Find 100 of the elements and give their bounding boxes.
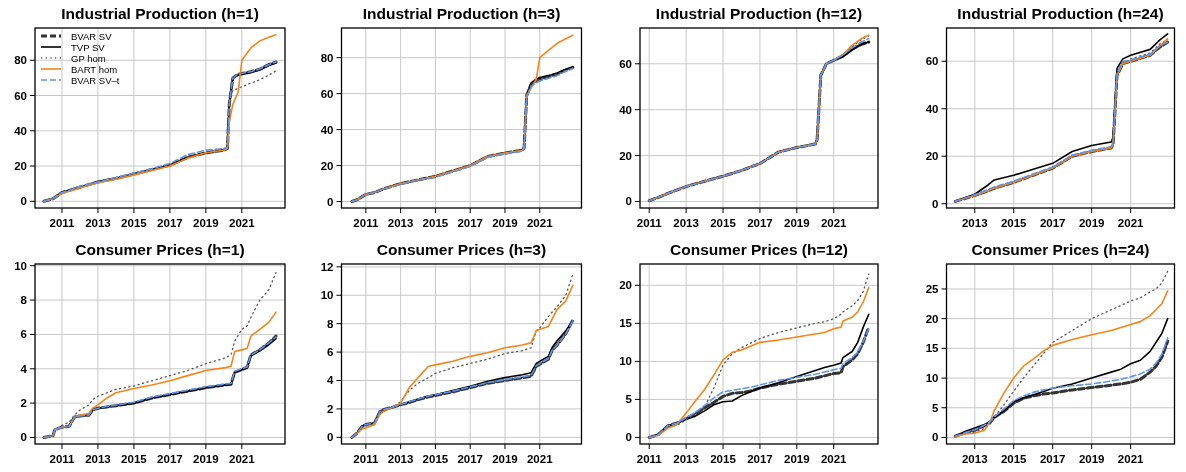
x-tick-label: 2021 <box>526 453 554 465</box>
x-tick-label: 2019 <box>492 217 518 229</box>
x-tick-label: 2013 <box>85 453 111 465</box>
y-tick-label: 0 <box>625 195 632 208</box>
y-tick-label: 40 <box>925 102 939 115</box>
y-tick-label: 4 <box>20 362 28 375</box>
y-tick-label: 20 <box>925 150 939 163</box>
legend-label: BART hom <box>71 63 118 75</box>
y-tick-label: 40 <box>14 124 27 137</box>
y-tick-label: 80 <box>14 54 27 67</box>
x-tick-label: 2019 <box>1078 453 1105 465</box>
y-tick-label: 15 <box>619 317 633 330</box>
legend-label: GP hom <box>71 52 106 64</box>
x-tick-label: 2013 <box>961 453 988 465</box>
x-tick-label: 2011 <box>636 217 663 229</box>
x-tick-label: 2015 <box>710 453 737 465</box>
x-tick-label: 2015 <box>1000 217 1028 229</box>
x-tick-label: 2013 <box>673 453 699 465</box>
x-tick-label: 2021 <box>1117 217 1145 229</box>
x-tick-label: 2013 <box>85 217 111 229</box>
x-tick-label: 2017 <box>1039 453 1066 465</box>
x-tick-label: 2019 <box>193 453 219 465</box>
y-tick-label: 0 <box>20 195 27 208</box>
x-tick-label: 2015 <box>422 453 449 465</box>
chart-title: Industrial Production (h=12) <box>655 5 863 22</box>
y-tick-label: 15 <box>925 342 940 355</box>
y-tick-label: 10 <box>320 289 334 302</box>
y-tick-label: 25 <box>925 282 940 295</box>
x-tick-label: 2019 <box>1078 217 1105 229</box>
y-tick-label: 0 <box>932 197 939 210</box>
chart-title: Consumer Prices (h=3) <box>376 241 547 258</box>
x-tick-label: 2011 <box>636 453 663 465</box>
x-tick-label: 2013 <box>387 217 414 229</box>
x-tick-label: 2011 <box>49 217 76 229</box>
x-tick-label: 2019 <box>492 453 518 465</box>
y-tick-label: 20 <box>619 149 632 162</box>
x-tick-label: 2015 <box>710 217 737 229</box>
x-tick-label: 2011 <box>353 217 379 229</box>
y-tick-label: 0 <box>20 431 27 444</box>
y-tick-label: 60 <box>925 55 939 68</box>
x-tick-label: 2017 <box>457 217 483 229</box>
x-tick-label: 2017 <box>457 453 483 465</box>
y-tick-label: 60 <box>619 57 632 70</box>
x-tick-label: 2015 <box>121 453 148 465</box>
x-tick-label: 2013 <box>673 217 699 229</box>
legend-label: BVAR SV–t <box>71 74 120 86</box>
x-tick-label: 2017 <box>747 217 773 229</box>
y-tick-label: 0 <box>932 431 939 444</box>
y-tick-label: 40 <box>320 123 334 136</box>
y-tick-label: 10 <box>619 355 632 368</box>
y-tick-label: 80 <box>320 51 334 64</box>
y-tick-label: 0 <box>327 431 334 444</box>
y-tick-label: 8 <box>327 317 335 330</box>
y-tick-label: 20 <box>320 159 334 172</box>
x-tick-label: 2019 <box>193 217 219 229</box>
chart-title: Consumer Prices (h=1) <box>75 241 245 258</box>
x-tick-label: 2015 <box>121 217 148 229</box>
chart-title: Consumer Prices (h=12) <box>670 241 848 258</box>
y-tick-label: 20 <box>14 160 27 173</box>
x-tick-label: 2019 <box>784 453 810 465</box>
x-tick-label: 2013 <box>387 453 414 465</box>
chart-title: Industrial Production (h=24) <box>957 5 1164 22</box>
chart-title: Consumer Prices (h=24) <box>971 241 1150 258</box>
x-tick-label: 2017 <box>1039 217 1066 229</box>
x-tick-label: 2021 <box>820 453 848 465</box>
y-tick-label: 6 <box>327 346 334 359</box>
y-tick-label: 60 <box>14 89 27 102</box>
y-tick-label: 20 <box>925 312 939 325</box>
y-tick-label: 0 <box>625 431 632 444</box>
y-tick-label: 5 <box>625 393 633 406</box>
x-tick-label: 2011 <box>353 453 379 465</box>
y-tick-label: 20 <box>619 279 632 292</box>
legend-label: TVP SV <box>71 41 106 53</box>
x-tick-label: 2015 <box>422 217 449 229</box>
y-tick-label: 0 <box>327 195 334 208</box>
y-tick-label: 2 <box>20 397 27 410</box>
y-tick-label: 60 <box>320 87 334 100</box>
x-tick-label: 2011 <box>49 453 76 465</box>
legend-label: BVAR SV <box>71 30 113 42</box>
y-tick-label: 12 <box>320 260 334 273</box>
chart-title: Industrial Production (h=3) <box>362 5 561 22</box>
y-tick-label: 40 <box>619 103 632 116</box>
x-tick-label: 2021 <box>820 217 848 229</box>
x-tick-label: 2017 <box>157 453 183 465</box>
y-tick-label: 10 <box>14 259 27 272</box>
x-tick-label: 2013 <box>961 217 988 229</box>
y-tick-label: 10 <box>925 372 939 385</box>
x-tick-label: 2021 <box>1117 453 1145 465</box>
x-tick-label: 2021 <box>229 453 256 465</box>
x-tick-label: 2015 <box>1000 453 1028 465</box>
chart-title: Industrial Production (h=1) <box>61 5 259 22</box>
x-tick-label: 2021 <box>229 217 256 229</box>
x-tick-label: 2017 <box>157 217 183 229</box>
x-tick-label: 2017 <box>747 453 773 465</box>
y-tick-label: 5 <box>932 401 940 414</box>
y-tick-label: 8 <box>20 294 28 307</box>
y-tick-label: 6 <box>20 328 27 341</box>
y-tick-label: 2 <box>327 402 334 415</box>
y-tick-label: 4 <box>327 374 335 387</box>
x-tick-label: 2021 <box>526 217 554 229</box>
